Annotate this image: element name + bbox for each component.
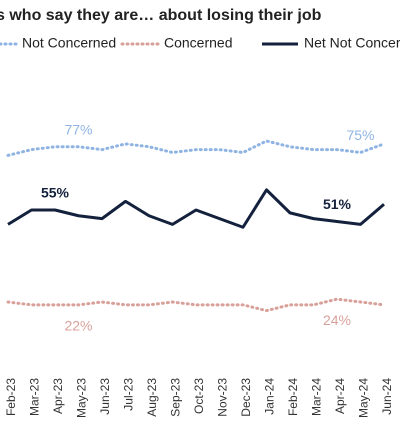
legend-label: Not Concerned <box>22 35 116 51</box>
x-tick-label: Dec-23 <box>239 378 253 417</box>
legend-label: Concerned <box>164 35 233 51</box>
data-label: 77% <box>64 121 92 137</box>
x-tick-label: Mar-23 <box>28 378 42 416</box>
x-tick-label: Jul-23 <box>122 378 136 411</box>
legend-label: Net Not Concerned <box>304 35 400 51</box>
series-line <box>6 139 386 157</box>
chart-title: s who say they are… about losing their j… <box>0 7 322 24</box>
x-tick-label: Nov-23 <box>216 378 230 417</box>
series-line <box>7 188 385 229</box>
x-tick-label: Feb-24 <box>286 378 300 416</box>
x-tick-label: May-23 <box>75 378 89 418</box>
data-label: 51% <box>323 196 352 212</box>
x-tick-label: Apr-23 <box>51 378 65 414</box>
x-tick-label: Jan-24 <box>263 378 277 415</box>
x-tick-label: Jun-24 <box>380 378 394 415</box>
x-tick-label: Jun-23 <box>98 378 112 415</box>
data-label: 55% <box>41 185 70 201</box>
x-tick-label: Mar-24 <box>310 378 324 416</box>
x-tick-label: May-24 <box>357 378 371 418</box>
series-line <box>6 297 386 313</box>
data-label: 24% <box>323 312 351 328</box>
data-label: 22% <box>64 318 92 334</box>
x-tick-label: Apr-24 <box>333 378 347 414</box>
data-label: 75% <box>346 127 374 143</box>
x-tick-label: Aug-23 <box>145 378 159 417</box>
x-tick-label: Feb-23 <box>4 378 18 416</box>
x-tick-label: Sep-23 <box>169 378 183 417</box>
x-tick-label: Oct-23 <box>192 378 206 414</box>
